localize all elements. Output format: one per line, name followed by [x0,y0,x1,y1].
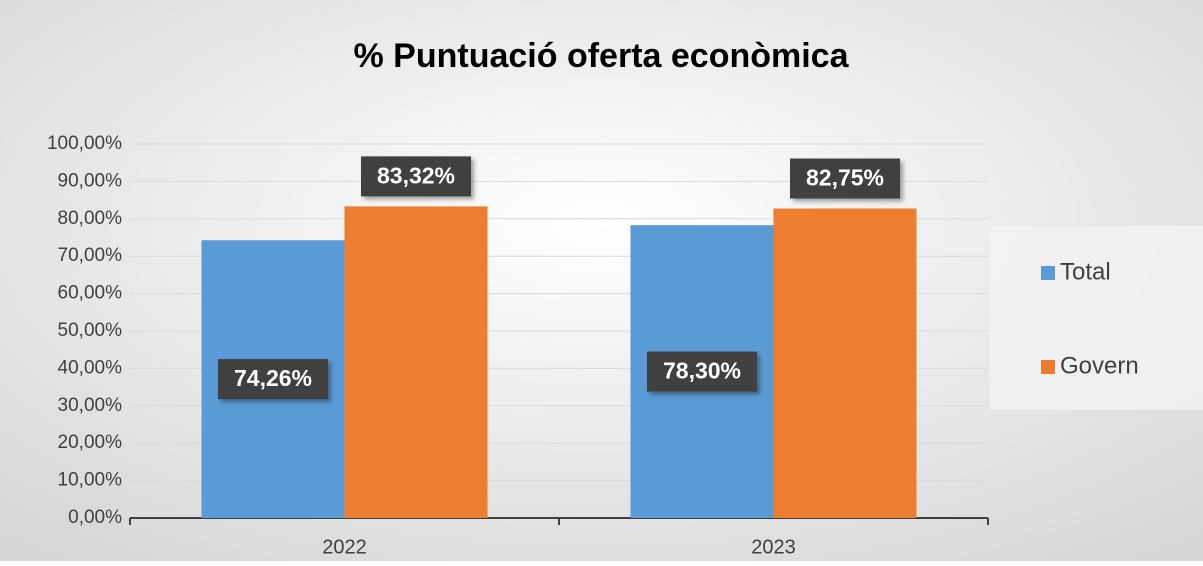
bar [344,206,488,519]
data-label-box [647,351,757,392]
legend-swatch [1041,266,1055,280]
y-tick-label: 10,00% [58,470,123,491]
y-tick-label: 40,00% [58,357,123,378]
y-tick-label: 50,00% [58,320,123,341]
data-label-box [361,156,471,197]
chart-title: % Puntuació oferta econòmica [354,37,850,75]
y-tick-label: 30,00% [58,395,123,416]
y-tick-label: 70,00% [58,245,123,266]
data-label: 83,32% [377,162,455,188]
y-tick-label: 90,00% [58,170,123,191]
bar [773,208,917,518]
y-tick-label: 100,00% [47,133,122,154]
data-label: 82,75% [806,165,884,191]
y-tick-label: 20,00% [58,432,123,453]
data-label-box [790,158,900,199]
legend-swatch [1041,360,1055,374]
data-label: 78,30% [663,358,741,384]
legend-box [990,226,1203,410]
y-tick-label: 0,00% [68,507,122,528]
data-label-box [218,359,328,400]
x-tick-label: 2023 [751,536,796,558]
x-tick-label: 2022 [322,536,367,558]
y-tick-label: 60,00% [58,283,123,304]
legend-label: Govern [1060,352,1139,379]
y-tick-label: 80,00% [58,208,123,229]
legend-label: Total [1060,258,1111,285]
data-label: 74,26% [234,365,312,391]
